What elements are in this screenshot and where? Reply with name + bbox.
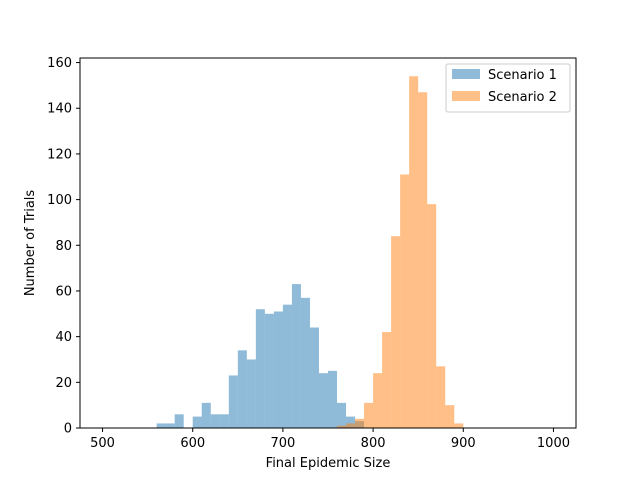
y-tick-label: 80 [55, 239, 72, 254]
histogram-bar [291, 284, 301, 428]
histogram-bar [391, 236, 401, 428]
x-axis-ticks: 500 600 700 800 900 1000 [90, 428, 570, 451]
legend-label-scenario-1: Scenario 1 [488, 68, 557, 83]
histogram-bar [346, 416, 356, 428]
plot-frame [79, 57, 577, 429]
legend-swatch-scenario-2 [452, 91, 480, 101]
histogram-bar [300, 297, 310, 428]
histogram-bar [427, 204, 437, 428]
legend: Scenario 1 Scenario 2 [445, 63, 571, 113]
histogram-bar [264, 313, 274, 428]
histogram-bar [192, 416, 202, 428]
histogram-bar [246, 359, 256, 428]
histogram-bar [400, 174, 410, 428]
histogram-bar [418, 92, 428, 428]
x-tick-label: 500 [90, 436, 115, 451]
y-axis-ticks: 0 20 40 60 80 100 120 140 160 [47, 56, 80, 437]
histogram-bar [318, 373, 328, 428]
histogram-bar [436, 366, 446, 428]
histogram-bar [282, 304, 292, 428]
legend-label-scenario-2: Scenario 2 [488, 90, 557, 105]
series-1-bars [156, 284, 365, 428]
x-tick-label: 1000 [537, 436, 570, 451]
histogram-bar [237, 350, 247, 428]
histogram-bar [228, 375, 238, 428]
histogram-bar [445, 405, 455, 428]
histogram-bar [337, 402, 347, 428]
histogram-bar [219, 414, 229, 428]
histogram-bar [165, 423, 175, 428]
y-tick-label: 160 [47, 56, 72, 71]
histogram-bar [454, 423, 464, 428]
x-axis-label: Final Epidemic Size [266, 456, 391, 471]
legend-swatch-scenario-1 [452, 69, 480, 79]
histogram-bar [201, 402, 211, 428]
x-tick-label: 900 [451, 436, 476, 451]
histogram-bar [174, 414, 184, 428]
histogram-bar [309, 327, 319, 428]
y-tick-label: 20 [55, 376, 72, 391]
histogram-bar [409, 76, 419, 428]
y-tick-label: 100 [47, 193, 72, 208]
x-tick-label: 800 [361, 436, 386, 451]
histogram-bar [255, 309, 265, 428]
histogram-bar [373, 373, 383, 428]
y-tick-label: 60 [55, 284, 72, 299]
x-tick-label: 600 [180, 436, 205, 451]
y-axis-label: Number of Trials [23, 190, 38, 297]
histogram-bar [346, 423, 356, 428]
histogram-bar [210, 414, 220, 428]
histogram-bar [273, 311, 283, 428]
y-tick-label: 120 [47, 147, 72, 162]
y-tick-label: 140 [47, 102, 72, 117]
x-tick-label: 700 [270, 436, 295, 451]
histogram-bar [355, 418, 365, 428]
y-tick-label: 40 [55, 330, 72, 345]
histogram-bar [364, 402, 374, 428]
histogram-bar [337, 425, 347, 428]
histogram-bar [156, 423, 166, 428]
histogram-bar [328, 370, 338, 428]
bars-layer [156, 76, 464, 428]
series-2-bars [337, 76, 464, 428]
histogram-bar [382, 332, 392, 428]
y-tick-label: 0 [64, 422, 72, 437]
